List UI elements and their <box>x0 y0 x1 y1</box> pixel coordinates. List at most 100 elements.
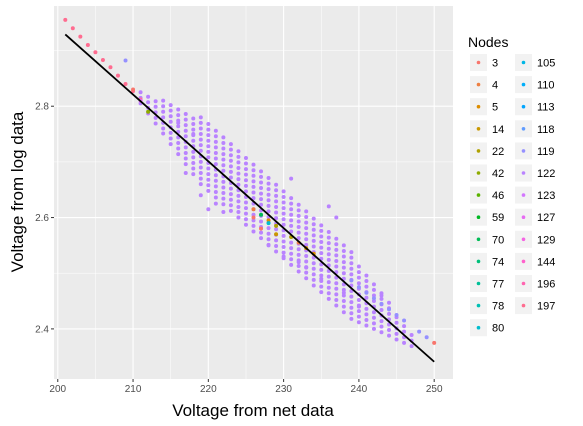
data-point-node-122 <box>183 145 188 150</box>
data-point-node-22 <box>274 223 279 228</box>
data-point-node-122 <box>213 195 218 200</box>
legend-key-dot <box>521 127 526 131</box>
legend-key-dot <box>476 193 481 197</box>
data-point-node-122 <box>243 189 248 194</box>
data-point-node-122 <box>251 212 256 217</box>
data-point-node-122 <box>168 142 173 147</box>
data-point-node-122 <box>289 240 294 245</box>
data-point-node-122 <box>296 213 301 218</box>
data-point-node-122 <box>319 223 324 228</box>
data-point-node-122 <box>289 262 294 267</box>
data-point-node-122 <box>296 219 301 224</box>
data-point-node-122 <box>243 211 248 216</box>
data-point-node-197 <box>85 42 90 47</box>
data-point-node-122 <box>266 237 271 242</box>
data-point-node-119 <box>402 318 407 323</box>
data-point-node-197 <box>108 65 113 70</box>
data-point-node-122 <box>176 107 181 112</box>
data-point-node-122 <box>274 210 279 215</box>
data-point-node-122 <box>356 309 361 314</box>
data-point-node-122 <box>356 320 361 325</box>
data-point-node-122 <box>206 166 211 171</box>
data-point-node-122 <box>402 340 407 345</box>
data-point-node-122 <box>228 147 233 152</box>
data-point-node-122 <box>198 193 203 198</box>
data-point-node-122 <box>251 229 256 234</box>
data-point-node-122 <box>243 178 248 183</box>
data-point-node-3 <box>259 226 264 231</box>
data-point-node-122 <box>274 238 279 243</box>
data-point-node-122 <box>296 230 301 235</box>
legend-key-dot <box>521 104 526 109</box>
data-point-node-122 <box>387 328 392 333</box>
data-point-node-122 <box>341 290 346 295</box>
data-point-node-122 <box>266 176 271 181</box>
data-point-node-122 <box>153 121 158 126</box>
data-point-node-122 <box>281 222 286 227</box>
data-point-node-122 <box>371 326 376 331</box>
data-point-node-119 <box>394 312 399 317</box>
data-point-node-122 <box>213 128 218 133</box>
data-point-node-122 <box>198 171 203 176</box>
data-point-node-122 <box>311 222 316 227</box>
data-point-node-122 <box>251 190 256 195</box>
x-tick-label: 250 <box>426 384 443 395</box>
data-point-node-122 <box>228 158 233 163</box>
data-point-node-122 <box>251 162 256 167</box>
data-point-node-122 <box>191 122 196 127</box>
legend-label: 119 <box>537 146 555 158</box>
legend-key-dot <box>476 215 481 219</box>
data-point-node-122 <box>371 321 376 326</box>
data-point-node-122 <box>349 255 354 260</box>
legend-key-dot <box>476 237 481 242</box>
data-point-node-122 <box>311 238 316 243</box>
data-point-node-122 <box>266 226 271 231</box>
data-point-node-122 <box>281 233 286 238</box>
data-point-node-122 <box>319 290 324 295</box>
data-point-node-122 <box>379 319 384 324</box>
data-point-node-122 <box>236 166 241 171</box>
data-point-node-122 <box>326 241 331 246</box>
data-point-node-122 <box>236 154 241 159</box>
data-point-node-122 <box>341 248 346 253</box>
data-point-node-122 <box>221 179 226 184</box>
data-point-node-122 <box>191 172 196 177</box>
data-point-node-122 <box>221 135 226 140</box>
data-point-node-122 <box>161 126 166 131</box>
data-point-node-122 <box>213 173 218 178</box>
data-point-node-122 <box>334 215 339 220</box>
data-point-node-122 <box>221 146 226 151</box>
data-point-node-122 <box>334 264 339 269</box>
data-point-node-122 <box>228 169 233 174</box>
data-point-node-122 <box>326 296 331 301</box>
data-point-node-122 <box>146 100 151 105</box>
data-point-node-122 <box>266 198 271 203</box>
data-point-node-122 <box>311 227 316 232</box>
legend-label: 110 <box>537 80 555 92</box>
data-point-node-122 <box>371 293 376 298</box>
data-point-node-122 <box>183 123 188 128</box>
data-point-node-122 <box>319 273 324 278</box>
data-point-node-122 <box>311 244 316 249</box>
data-point-node-122 <box>304 209 309 214</box>
data-point-node-122 <box>168 119 173 124</box>
data-point-node-122 <box>334 258 339 263</box>
data-point-node-122 <box>274 188 279 193</box>
data-point-node-122 <box>206 172 211 177</box>
data-point-node-119 <box>417 329 422 334</box>
data-point-node-122 <box>228 197 233 202</box>
data-point-node-122 <box>243 155 248 160</box>
data-point-node-122 <box>243 200 248 205</box>
data-point-node-122 <box>243 222 248 227</box>
data-point-node-122 <box>289 207 294 212</box>
data-point-node-122 <box>259 230 264 235</box>
data-point-node-122 <box>281 239 286 244</box>
legend-label: 127 <box>537 212 555 224</box>
legend-key-dot <box>521 193 526 197</box>
data-point-node-122 <box>364 312 369 317</box>
data-point-node-122 <box>191 166 196 171</box>
data-point-node-122 <box>364 317 369 322</box>
data-point-node-122 <box>266 203 271 208</box>
data-point-node-122 <box>153 104 158 109</box>
data-point-node-122 <box>153 115 158 120</box>
